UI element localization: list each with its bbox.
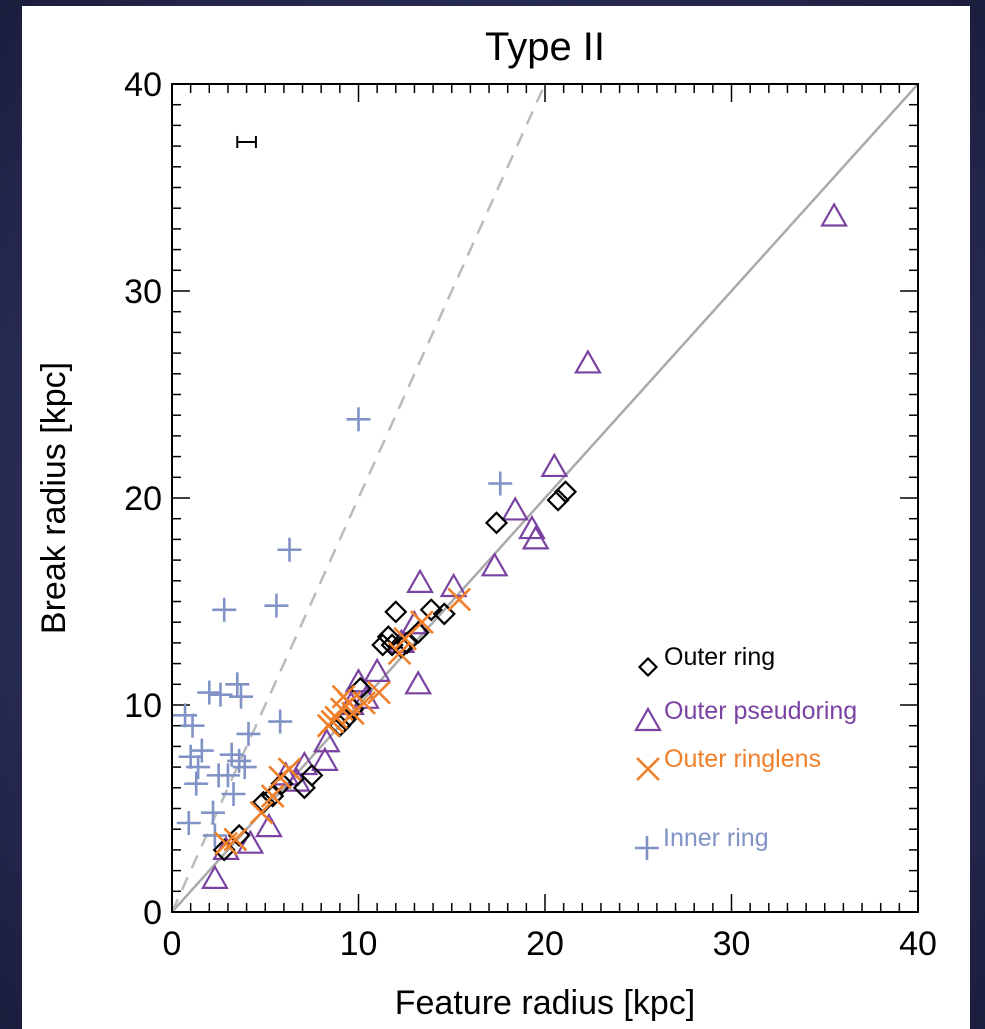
- outer-pseudoring-point: [540, 452, 569, 478]
- outer-ringlens-point: [223, 827, 248, 852]
- inner-ring-point: [221, 782, 246, 807]
- outer-ring-point: [270, 772, 294, 796]
- outer-ringlens-point: [367, 680, 391, 705]
- inner-ring-point: [488, 471, 513, 496]
- inner-ring-point: [215, 763, 240, 788]
- outer-ringlens-point: [260, 784, 285, 808]
- outer-ringlens-point: [249, 800, 274, 825]
- outer-ring-point: [432, 602, 456, 626]
- inner-ring-point: [225, 672, 250, 697]
- outer-ring-point: [376, 625, 400, 649]
- figure-panel: Type II 0 10 20 30 40 0 10 20 30 40 Outer ring Out…: [22, 6, 970, 1029]
- inner-ring-point: [212, 597, 237, 622]
- outer-ring-point: [384, 600, 408, 624]
- outer-pseudoring-point: [406, 568, 434, 593]
- outer-pseudoring-point: [255, 812, 283, 838]
- y-tick-label: 30: [124, 273, 162, 311]
- outer-pseudoring-point: [404, 670, 433, 695]
- outer-pseudoring-point: [480, 552, 509, 577]
- inner-ring-point: [277, 537, 302, 562]
- inner-ring-point: [227, 748, 252, 773]
- outer-ringlens-point: [387, 641, 412, 666]
- series-inner-ring: [173, 407, 513, 848]
- error-bar: [236, 135, 257, 148]
- legend-label-inner-ring: Inner ring: [663, 824, 769, 852]
- legend-label-outer-pseudoring: Outer pseudoring: [664, 697, 857, 725]
- inner-ring-point: [176, 810, 201, 835]
- inner-ring-point: [186, 755, 211, 780]
- y-tick-label: 40: [124, 66, 162, 104]
- legend-marker-outer-pseudoring: [634, 706, 662, 732]
- outer-pseudoring-point: [521, 525, 550, 550]
- axes: 0 10 20 30 40 0 10 20 30 40: [124, 66, 937, 963]
- outer-pseudoring-point: [200, 864, 229, 889]
- outer-ring-point: [419, 598, 443, 622]
- data-marks: [173, 135, 848, 889]
- legend-label-outer-ring: Outer ring: [664, 643, 775, 671]
- legend-marker-outer-ring: [637, 656, 659, 678]
- outer-ringlens-point: [352, 691, 377, 715]
- y-axis-label: Break radius [kpc]: [35, 362, 73, 634]
- outer-ring-point: [484, 511, 509, 535]
- outer-ring-point: [261, 784, 285, 808]
- x-tick-label: 0: [163, 925, 182, 963]
- outer-ring-point: [553, 480, 578, 504]
- outer-pseudoring-point: [363, 657, 392, 682]
- series-outer-ringlens: [214, 587, 472, 856]
- inner-ring-point: [232, 755, 257, 780]
- outer-ring-point: [300, 763, 324, 787]
- inner-ring-point: [236, 721, 261, 746]
- inner-ring-point: [229, 684, 254, 709]
- inner-ring-point: [268, 709, 293, 734]
- outer-pseudoring-point: [518, 514, 546, 540]
- inner-ring-point: [180, 713, 205, 738]
- y-tick-label: 20: [124, 480, 162, 518]
- outer-pseudoring-point: [573, 349, 602, 374]
- inner-ring-point: [346, 407, 371, 432]
- inner-ring-point: [264, 593, 289, 618]
- legend: Outer ring Outer pseudoring Outer ringlens…: [634, 643, 857, 860]
- inner-ring-point: [184, 771, 209, 796]
- x-tick-label: 30: [713, 925, 751, 963]
- outer-pseudoring-point: [311, 746, 339, 771]
- inner-ring-point: [197, 680, 222, 705]
- inner-ring-point: [201, 800, 226, 825]
- series-outer-pseudoring: [200, 202, 848, 889]
- outer-ring-point: [227, 823, 251, 847]
- outer-pseudoring-point: [236, 829, 265, 854]
- x-tick-label: 20: [526, 925, 564, 963]
- one-to-one-line: [172, 84, 918, 912]
- x-tick-label: 10: [340, 925, 378, 963]
- outer-pseudoring-point: [820, 202, 848, 227]
- outer-pseudoring-point: [439, 572, 468, 598]
- inner-ring-point: [189, 738, 214, 763]
- outer-pseudoring-point: [501, 496, 530, 521]
- outer-ring-point: [546, 488, 570, 512]
- reference-lines: [172, 84, 918, 912]
- inner-ring-point: [202, 823, 227, 848]
- outer-ringlens-point: [409, 610, 434, 635]
- outer-ring-point: [212, 838, 236, 862]
- inner-ring-point: [208, 682, 233, 707]
- outer-ringlens-point: [277, 757, 302, 782]
- legend-marker-inner-ring: [635, 836, 659, 860]
- outer-ringlens-point: [447, 587, 472, 612]
- chart-title: Type II: [485, 25, 605, 69]
- y-tick-label: 10: [124, 687, 162, 725]
- x-axis-label: Feature radius [kpc]: [395, 984, 695, 1022]
- legend-label-outer-ringlens: Outer ringlens: [664, 745, 821, 773]
- outer-ring-point: [406, 620, 430, 645]
- outer-pseudoring-point: [312, 728, 341, 753]
- y-tick-label: 0: [143, 894, 162, 932]
- x-tick-label: 40: [899, 925, 937, 963]
- slope-two-dashed-line: [172, 84, 547, 912]
- legend-marker-outer-ringlens: [636, 757, 660, 781]
